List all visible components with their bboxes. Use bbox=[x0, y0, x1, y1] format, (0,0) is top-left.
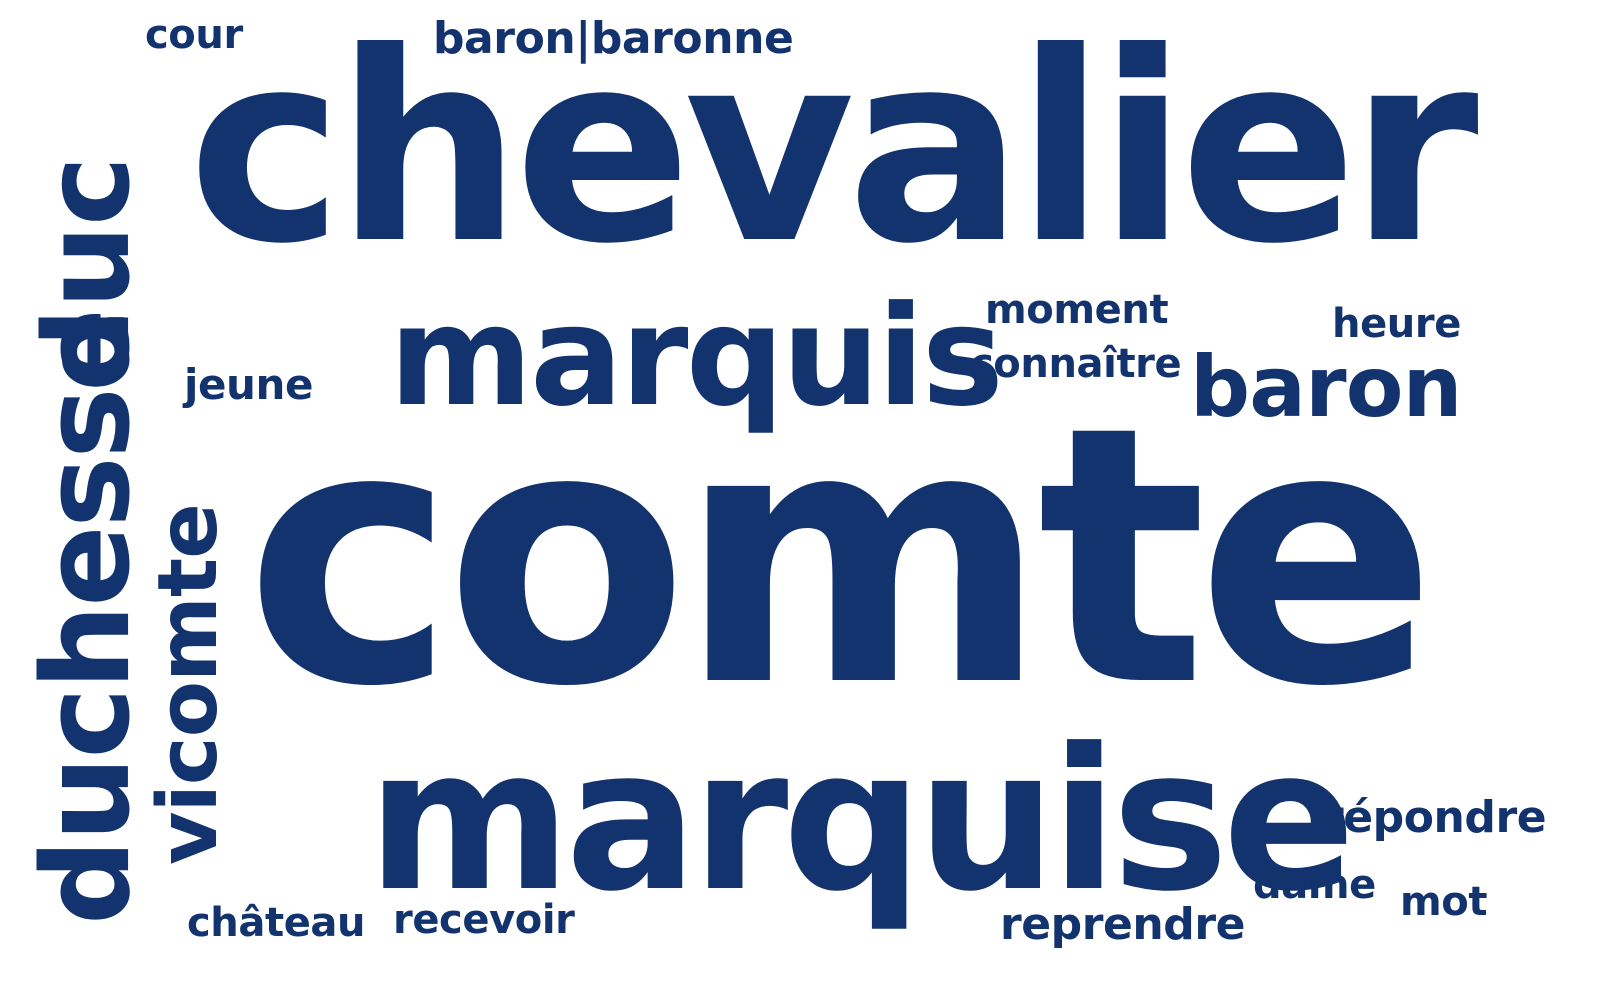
word-repondre: répondre bbox=[1322, 792, 1547, 843]
word-chevalier: chevalier bbox=[188, 0, 1479, 301]
word-marquise: marquise bbox=[367, 707, 1356, 935]
word-heure: heure bbox=[1332, 301, 1461, 347]
word-vicomte: vicomte bbox=[141, 503, 236, 865]
word-jeune: jeune bbox=[184, 360, 314, 409]
word-reprendre: reprendre bbox=[1000, 899, 1245, 950]
word-mot: mot bbox=[1400, 879, 1488, 925]
word-moment: moment bbox=[985, 287, 1169, 333]
word-connaitre: connaître bbox=[970, 341, 1182, 387]
word-marquis: marquis bbox=[389, 276, 1004, 437]
word-duchesse: duchesse bbox=[18, 310, 157, 925]
word-recevoir: recevoir bbox=[393, 897, 575, 943]
word-baron-baronne: baron|baronne bbox=[433, 13, 794, 64]
word-baron: baron bbox=[1190, 338, 1462, 436]
word-comte: comte bbox=[245, 350, 1437, 764]
word-cour: cour bbox=[145, 12, 243, 58]
word-dame: dame bbox=[1253, 862, 1376, 908]
word-chateau: château bbox=[187, 900, 366, 946]
